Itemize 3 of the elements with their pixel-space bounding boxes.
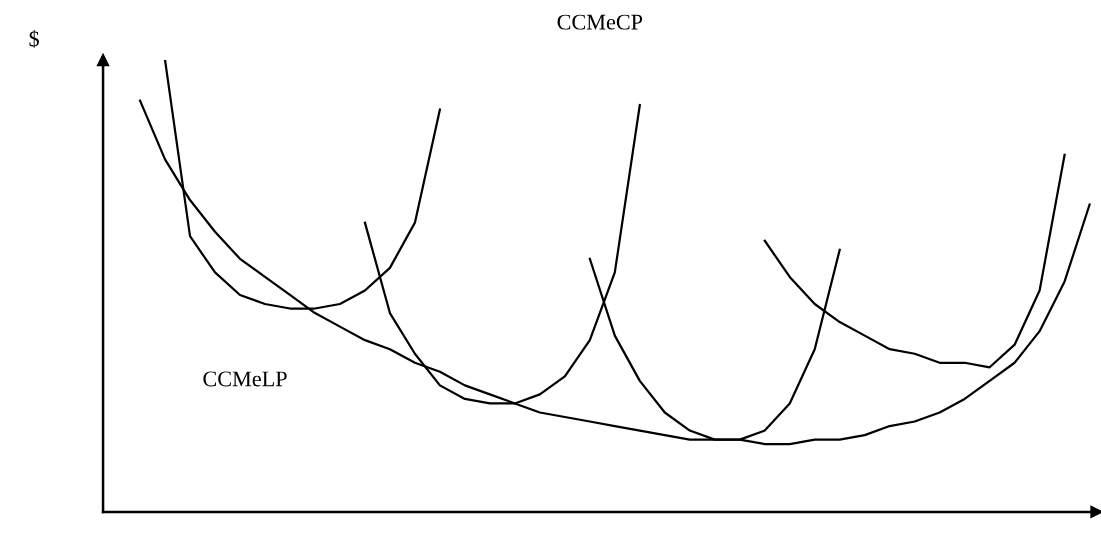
y-axis-title: $ — [29, 30, 39, 48]
chart-title: CCMeCP — [557, 14, 643, 30]
annotation: CCMeLP — [203, 371, 287, 387]
